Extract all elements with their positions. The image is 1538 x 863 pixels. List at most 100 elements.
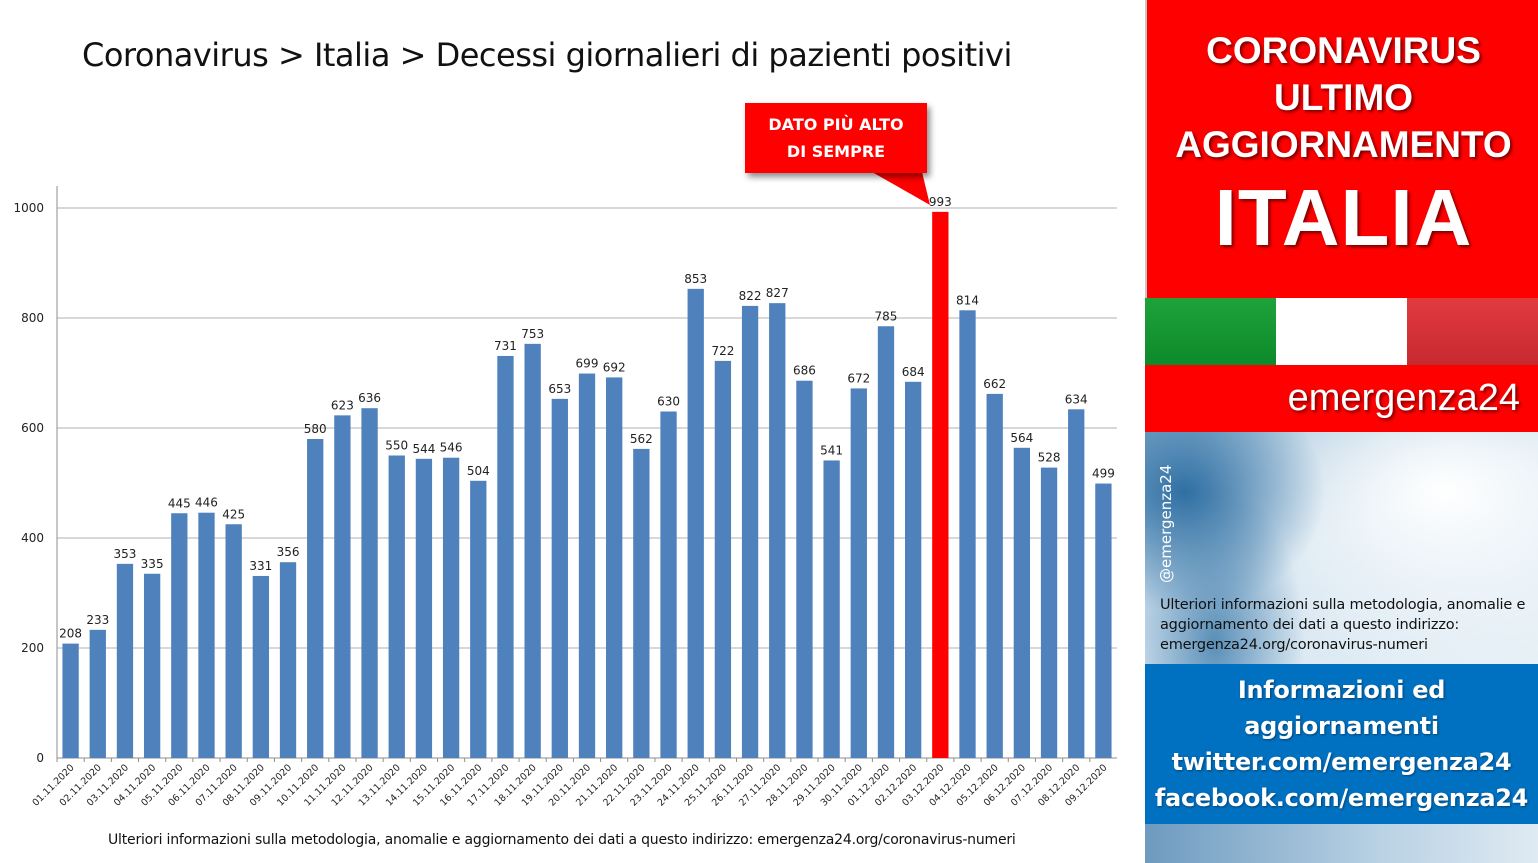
bar-07.12.2020 xyxy=(1040,467,1058,758)
y-tick-label: 600 xyxy=(21,421,44,435)
y-tick-label: 400 xyxy=(21,531,44,545)
bar-07.11.2020 xyxy=(225,524,242,758)
bar-13.11.2020 xyxy=(388,455,405,758)
data-label: 827 xyxy=(766,286,789,300)
bar-03.12.2020 xyxy=(932,211,949,759)
bar-06.11.2020 xyxy=(198,512,215,758)
callout-line-2: DI SEMPRE xyxy=(786,142,886,161)
y-tick-label: 0 xyxy=(36,751,44,765)
flag-white-stripe xyxy=(1276,298,1407,365)
callout-line-1: DATO PIÙ ALTO xyxy=(768,115,904,134)
data-label: 331 xyxy=(249,559,272,573)
data-label: 662 xyxy=(983,377,1006,391)
data-label: 580 xyxy=(304,422,327,436)
bar-01.12.2020 xyxy=(877,326,895,758)
sidebar-heading-line-1: CORONAVIRUS xyxy=(1206,30,1481,71)
bar-04.12.2020 xyxy=(959,310,976,758)
data-label: 634 xyxy=(1065,392,1088,406)
footer-note: Ulteriori informazioni sulla metodologia… xyxy=(108,832,1016,848)
info-line-1: Informazioni ed xyxy=(1237,676,1446,704)
data-label: 672 xyxy=(847,371,870,385)
bar-22.11.2020 xyxy=(633,448,650,758)
flag-green-stripe xyxy=(1145,298,1276,365)
data-label: 684 xyxy=(902,365,925,379)
bar-18.11.2020 xyxy=(524,343,541,758)
y-tick-label: 800 xyxy=(21,311,44,325)
social-handle: @emergenza24 xyxy=(1157,464,1175,583)
data-label: 564 xyxy=(1010,431,1033,445)
bar-12.11.2020 xyxy=(361,408,378,758)
bar-06.12.2020 xyxy=(1013,447,1031,758)
sidebar: CORONAVIRUS ULTIMO AGGIORNAMENTO ITALIA … xyxy=(1145,0,1538,863)
data-label: 692 xyxy=(603,360,626,374)
bar-10.11.2020 xyxy=(307,439,324,758)
bar-11.11.2020 xyxy=(334,415,351,758)
bar-27.11.2020 xyxy=(769,303,786,758)
bar-25.11.2020 xyxy=(714,360,732,758)
data-label: 562 xyxy=(630,432,653,446)
data-label: 785 xyxy=(875,309,898,323)
bar-23.11.2020 xyxy=(660,411,677,758)
data-label: 653 xyxy=(548,382,571,396)
bar-30.11.2020 xyxy=(850,388,867,758)
bar-chart: 0200400600800100020801.11.202023302.11.2… xyxy=(13,186,1117,809)
callout-pointer xyxy=(872,172,930,205)
facebook-link[interactable]: facebook.com/emergenza24 xyxy=(1154,784,1529,812)
flag-red-stripe xyxy=(1407,298,1538,365)
bar-19.11.2020 xyxy=(551,398,568,758)
data-label: 335 xyxy=(141,557,164,571)
bar-01.11.2020 xyxy=(62,643,79,758)
bar-16.11.2020 xyxy=(470,480,487,758)
bar-14.11.2020 xyxy=(415,458,433,758)
italian-flag xyxy=(1145,298,1538,365)
brand-bar: emergenza24 xyxy=(1145,365,1538,432)
bar-02.12.2020 xyxy=(905,381,922,758)
bar-28.11.2020 xyxy=(796,380,813,758)
data-label: 499 xyxy=(1092,467,1115,481)
bar-17.11.2020 xyxy=(497,355,514,758)
data-label: 356 xyxy=(277,545,300,559)
data-label: 550 xyxy=(385,439,408,453)
data-label: 814 xyxy=(956,293,979,307)
y-tick-label: 1000 xyxy=(13,201,44,215)
record-callout: DATO PIÙ ALTO DI SEMPRE xyxy=(745,103,927,173)
sidebar-heading-line-2: ULTIMO xyxy=(1273,77,1414,118)
brand-name: emergenza24 xyxy=(1287,377,1520,419)
data-label: 731 xyxy=(494,339,517,353)
bar-26.11.2020 xyxy=(741,305,759,758)
chart-panel: 0 200 400 600 800 1000 208 01.11.2020 233 02.11.2… xyxy=(13,36,1117,848)
data-label: 546 xyxy=(440,441,463,455)
bar-08.12.2020 xyxy=(1068,409,1085,758)
data-label: 753 xyxy=(521,327,544,341)
data-label: 353 xyxy=(113,547,136,561)
bar-20.11.2020 xyxy=(578,373,596,758)
bar-04.11.2020 xyxy=(143,573,161,758)
bar-05.11.2020 xyxy=(171,513,188,758)
background-photo: Ulteriori informazioni sulla metodologia… xyxy=(1145,432,1538,664)
bar-24.11.2020 xyxy=(687,288,704,758)
bar-09.11.2020 xyxy=(279,562,297,758)
bar-02.11.2020 xyxy=(89,629,106,758)
data-label: 822 xyxy=(739,289,762,303)
data-label: 722 xyxy=(711,344,734,358)
data-label: 993 xyxy=(929,195,952,209)
data-label: 446 xyxy=(195,496,218,510)
bar-03.11.2020 xyxy=(116,563,134,758)
data-label: 541 xyxy=(820,443,843,457)
bar-15.11.2020 xyxy=(442,457,460,758)
y-tick-label: 200 xyxy=(21,641,44,655)
sidebar-country: ITALIA xyxy=(1214,173,1473,262)
twitter-link[interactable]: twitter.com/emergenza24 xyxy=(1171,748,1512,776)
data-label: 208 xyxy=(59,627,82,641)
bar-29.11.2020 xyxy=(823,460,840,758)
data-label: 623 xyxy=(331,398,354,412)
data-label: 636 xyxy=(358,391,381,405)
data-label: 853 xyxy=(684,272,707,286)
data-label: 544 xyxy=(412,442,435,456)
bar-08.11.2020 xyxy=(252,575,269,758)
data-label: 504 xyxy=(467,464,490,478)
data-label: 630 xyxy=(657,395,680,409)
data-label: 699 xyxy=(576,357,599,371)
data-label: 528 xyxy=(1038,451,1061,465)
info-line-2: aggiornamenti xyxy=(1244,712,1439,740)
